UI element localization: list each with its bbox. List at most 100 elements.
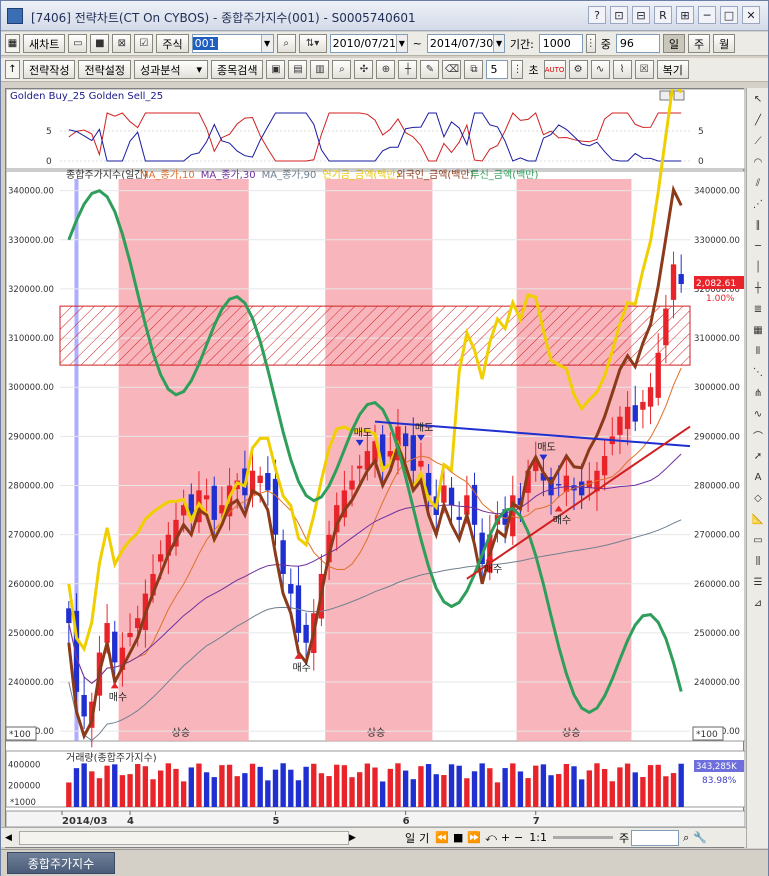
maximize-button[interactable]: □	[720, 6, 738, 24]
panel-maximize-icon[interactable]	[659, 90, 671, 101]
save-icon[interactable]: ■	[90, 34, 110, 53]
zoom-icon[interactable]: ⌕	[332, 60, 352, 79]
month-button[interactable]: 월	[713, 34, 736, 53]
chart-svg[interactable]: Golden Buy_25 Golden Sell_25 5 5 0 0 상승 상승 상승 34…	[6, 89, 745, 829]
seconds-input[interactable]: 5	[486, 60, 509, 79]
scroll-left-icon[interactable]: ◀	[5, 832, 12, 843]
market-select[interactable]: 주식	[156, 34, 189, 53]
period-input[interactable]: 1000	[538, 34, 583, 53]
pin-icon[interactable]: ⊡	[610, 6, 628, 24]
chevron-down-icon[interactable]: ▼	[260, 35, 273, 52]
vline-icon[interactable]: │	[754, 262, 762, 273]
up-arrow-icon[interactable]: ↑	[5, 60, 20, 79]
grid-icon[interactable]: ▦	[5, 34, 20, 53]
sort-icon[interactable]: ⇅▾	[298, 34, 327, 53]
search-icon[interactable]: ⌕	[683, 830, 690, 844]
price-left-tick: 340000.00	[8, 187, 54, 197]
trendline-icon[interactable]: ╱	[754, 115, 762, 126]
wave-icon[interactable]: ∿	[590, 60, 610, 79]
performance-select[interactable]: 성과분석 ▾	[133, 60, 208, 79]
hline-icon[interactable]: ─	[754, 241, 762, 252]
fibo-icon[interactable]: ≣	[753, 304, 763, 315]
spin-icon[interactable]: ⋮	[585, 34, 596, 53]
zoom-out-icon[interactable]: −	[514, 831, 524, 844]
layout-icon[interactable]: ▣	[266, 60, 286, 79]
zoom-area-icon[interactable]: ⊕	[376, 60, 396, 79]
link-icon[interactable]: ⊟	[632, 6, 650, 24]
settings-icon[interactable]: ⚙	[568, 60, 588, 79]
copy-icon[interactable]: ⧉	[464, 60, 484, 79]
panel-icon[interactable]: ▤	[288, 60, 308, 79]
cycle-icon[interactable]: ⌒	[753, 432, 763, 443]
eraser-icon[interactable]: ⌫	[442, 60, 462, 79]
oscillator-panel[interactable]	[6, 89, 745, 170]
ray-icon[interactable]: ⟋	[754, 136, 762, 147]
forward-icon[interactable]: ⏩	[467, 831, 482, 844]
chevron-down-icon[interactable]: ▼	[493, 35, 504, 52]
goto-input[interactable]	[631, 829, 680, 846]
layout-icon[interactable]: ⊞	[676, 6, 694, 24]
cross-icon[interactable]: ┼	[754, 283, 762, 294]
fan-icon[interactable]: ⋰	[753, 199, 763, 210]
lines-icon[interactable]: ⫼	[755, 556, 761, 567]
scroll-right-icon[interactable]: ▶	[349, 832, 356, 843]
refresh-icon[interactable]: R	[654, 6, 672, 24]
auto-button[interactable]: AUTO	[543, 60, 566, 79]
chart-area[interactable]: Golden Buy_25 Golden Sell_25 5 5 0 0 상승 상승 상승 34…	[5, 88, 745, 848]
zoom-slider[interactable]	[552, 836, 613, 839]
horizontal-scrollbar[interactable]	[19, 830, 349, 845]
week-button[interactable]: 주	[688, 34, 711, 53]
close-button[interactable]: ✕	[742, 6, 760, 24]
minimize-button[interactable]: ─	[698, 6, 716, 24]
price-scale-label-left: *100	[9, 730, 31, 740]
sell-label: 매도	[354, 427, 372, 439]
gann-icon[interactable]: ⋱	[753, 367, 763, 378]
tab-composite-index[interactable]: 종합주가지수	[7, 852, 115, 874]
text-icon[interactable]: A	[754, 472, 762, 483]
stop-icon[interactable]: ■	[452, 831, 464, 844]
chart-icon[interactable]: ⌇	[612, 60, 632, 79]
open-icon[interactable]: ▭	[68, 34, 88, 53]
wrench-icon[interactable]: 🔧	[693, 831, 707, 844]
indicator-icon[interactable]: ✣	[354, 60, 374, 79]
rewind-icon[interactable]: ⏪	[435, 831, 449, 844]
pitchfork-icon[interactable]: ⋔	[753, 388, 763, 399]
clear-icon[interactable]: ☒	[634, 60, 654, 79]
code-input[interactable]: 001 ▼	[191, 34, 274, 53]
end-date-input[interactable]: 2014/07/30 ▼	[426, 34, 505, 53]
shape-icon[interactable]: ◇	[754, 493, 762, 504]
volume-bar	[357, 772, 363, 807]
delete-icon[interactable]: ⊠	[112, 34, 132, 53]
pen-icon[interactable]: ✎	[420, 60, 440, 79]
restore-button[interactable]: 복기	[656, 60, 689, 79]
zoom-in-icon[interactable]: +	[500, 831, 511, 844]
parallel-icon[interactable]: ∥	[755, 220, 761, 231]
start-date-input[interactable]: 2010/07/21 ▼	[329, 34, 408, 53]
day-button[interactable]: 일	[662, 34, 686, 53]
list-icon[interactable]: ☰	[753, 577, 763, 588]
strategy-write-button[interactable]: 전략작성	[23, 60, 76, 79]
strategy-settings-button[interactable]: 전략설정	[78, 60, 131, 79]
wave-icon[interactable]: ∿	[753, 409, 763, 420]
new-chart-button[interactable]: 새차트	[23, 34, 66, 53]
cursor-icon[interactable]: ↖	[753, 94, 763, 105]
ruler-icon[interactable]: 📐	[751, 514, 765, 525]
count-input[interactable]: 96	[615, 34, 660, 53]
reset-icon[interactable]: ⤺	[485, 830, 497, 844]
checklist-icon[interactable]: ☑	[134, 34, 154, 53]
channel-icon[interactable]: ⫽	[755, 178, 761, 189]
columns-icon[interactable]: ▥	[310, 60, 330, 79]
box-icon[interactable]: ▭	[753, 535, 763, 546]
bars-icon[interactable]: ⦀	[755, 346, 761, 357]
arc-icon[interactable]: ◠	[753, 157, 763, 168]
measure-icon[interactable]: ⊿	[753, 598, 763, 609]
arrow-icon[interactable]: ➚	[753, 451, 763, 462]
crosshair-icon[interactable]: ┼	[398, 60, 418, 79]
grid-icon[interactable]: ▦	[753, 325, 763, 336]
item-search-button[interactable]: 종목검색	[210, 60, 264, 79]
panel-close-icon[interactable]	[673, 90, 685, 101]
chevron-down-icon[interactable]: ▼	[396, 35, 407, 52]
spin-icon[interactable]: ⋮	[511, 60, 524, 79]
search-icon[interactable]: ⌕	[276, 34, 296, 53]
help-icon[interactable]: ?	[588, 6, 606, 24]
